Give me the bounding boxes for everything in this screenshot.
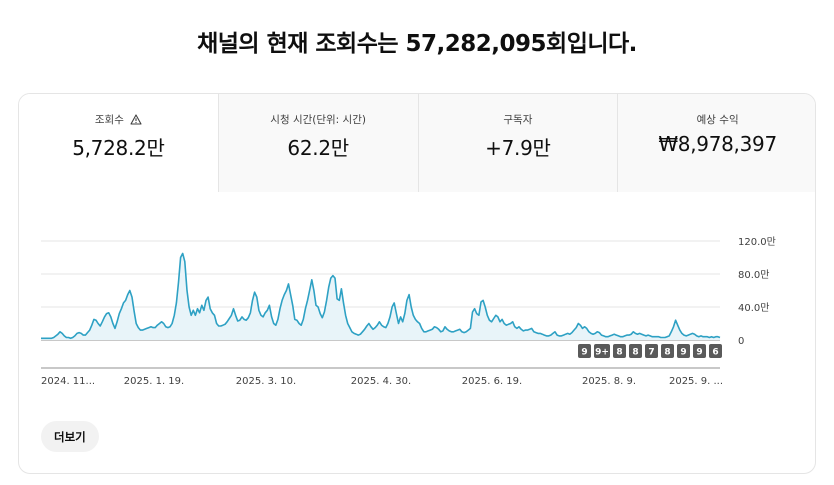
views-area-fill (41, 253, 720, 340)
milestone-badge-label: 7 (648, 348, 654, 358)
analytics-card: 조회수 5,728.2만 시청 시간(단위: 시간) 62.2만 구독자 +7.… (18, 93, 816, 474)
milestone-badge-label: 8 (632, 348, 638, 358)
milestone-badge (613, 344, 626, 358)
tab-subscribers-label: 구독자 (503, 113, 533, 126)
milestone-badge-label: 9+ (595, 348, 609, 358)
milestone-badge-label: 6 (712, 348, 718, 358)
tab-subscribers[interactable]: 구독자 +7.9만 (417, 94, 618, 192)
tab-revenue[interactable]: 예상 수익 ₩8,978,397 (617, 94, 815, 192)
milestone-badge-label: 9 (696, 348, 702, 358)
views-chart: 120.0만 80.0만 40.0만 0 9 9+ 8 8 7 8 9 9 6 2024. 11... 20… (19, 192, 815, 402)
tab-revenue-value: ₩8,978,397 (658, 132, 777, 156)
tab-subscribers-value: +7.9만 (485, 136, 551, 160)
tab-watch-time[interactable]: 시청 시간(단위: 시간) 62.2만 (217, 94, 418, 192)
see-more-button[interactable]: 더보기 (41, 421, 99, 452)
y-tick-label: 0 (738, 336, 744, 347)
milestone-badge (578, 344, 591, 358)
page-headline: 채널의 현재 조회수는 57,282,095회입니다. (197, 31, 637, 57)
milestone-badge (677, 344, 690, 358)
tab-views-label: 조회수 (94, 113, 124, 126)
x-tick-label: 2025. 9. ... (669, 376, 723, 387)
milestone-badge (709, 344, 722, 358)
tab-revenue-label: 예상 수익 (696, 113, 739, 126)
warning-triangle-icon (130, 113, 142, 125)
milestone-badge (661, 344, 674, 358)
metric-tabs: 조회수 5,728.2만 시청 시간(단위: 시간) 62.2만 구독자 +7.… (19, 94, 815, 192)
milestone-badge-label: 8 (664, 348, 670, 358)
x-tick-label: 2025. 4. 30. (351, 376, 411, 387)
milestone-badge (629, 344, 642, 358)
tab-watch-time-value: 62.2만 (287, 136, 349, 160)
y-tick-label: 40.0만 (738, 302, 769, 314)
milestone-badge (693, 344, 706, 358)
milestone-badge-label: 8 (616, 348, 622, 358)
milestone-badge (645, 344, 658, 358)
x-tick-label: 2025. 3. 10. (236, 376, 296, 387)
x-tick-label: 2025. 8. 9. (582, 376, 636, 387)
tab-views-value: 5,728.2만 (72, 136, 165, 160)
views-series-line (41, 252, 721, 340)
milestone-badge-label: 9 (680, 348, 686, 358)
y-tick-label: 80.0만 (738, 269, 769, 281)
x-tick-label: 2025. 1. 19. (124, 376, 184, 387)
tab-watch-time-label: 시청 시간(단위: 시간) (270, 113, 366, 126)
milestone-badge-label: 9 (581, 348, 587, 358)
milestone-badge (594, 344, 610, 358)
x-tick-label: 2024. 11... (41, 376, 95, 387)
tab-views[interactable]: 조회수 5,728.2만 (19, 94, 218, 192)
x-tick-label: 2025. 6. 19. (462, 376, 522, 387)
y-tick-label: 120.0만 (738, 236, 776, 248)
